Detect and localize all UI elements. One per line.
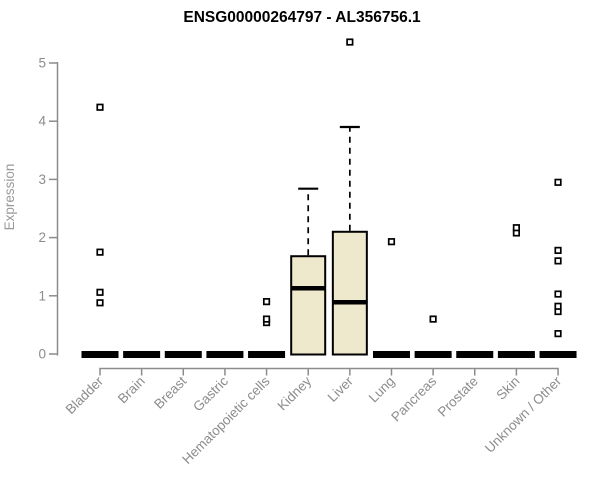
outlier-point (262, 315, 271, 323)
x-tick-label: Gastric (190, 373, 231, 414)
outlier-point (554, 290, 562, 298)
x-tick-label: Pancreas (388, 373, 439, 424)
outlier-point (554, 302, 562, 310)
x-tick-label: Lung (366, 374, 398, 406)
outlier-point (429, 315, 437, 323)
x-tick-label: Prostate (435, 374, 481, 420)
y-tick-label: 0 (38, 347, 46, 362)
y-tick-label: 4 (38, 114, 46, 129)
box (331, 230, 368, 356)
outlier-point (554, 246, 562, 255)
chart-title: ENSG00000264797 - AL356756.1 (183, 9, 421, 26)
x-tick-label: Unknown / Other (482, 373, 565, 456)
y-tick-label: 1 (38, 288, 46, 303)
x-tick-label: Bladder (63, 373, 107, 417)
x-tick-label: Liver (325, 373, 357, 405)
y-axis-label: Expression (2, 164, 17, 231)
y-tick-label: 3 (38, 172, 46, 187)
box-series (81, 38, 577, 358)
outlier-point (554, 330, 562, 338)
x-tick-label: Skin (493, 374, 522, 403)
outlier-point (96, 299, 104, 307)
outlier-point (262, 298, 271, 306)
x-tick-label: Kidney (275, 373, 315, 413)
x-tick-label: Brain (115, 374, 148, 407)
x-tick-label: Breast (151, 373, 189, 411)
box (290, 255, 327, 356)
outlier-point (554, 257, 562, 265)
outlier-point (96, 103, 104, 111)
outlier-point (387, 238, 396, 246)
outlier-point (346, 38, 354, 46)
outlier-point (96, 248, 104, 256)
outlier-point (96, 288, 104, 296)
y-tick-label: 5 (38, 56, 46, 71)
outlier-point (554, 178, 562, 186)
outlier-point (512, 224, 521, 232)
y-tick-label: 2 (38, 230, 46, 245)
